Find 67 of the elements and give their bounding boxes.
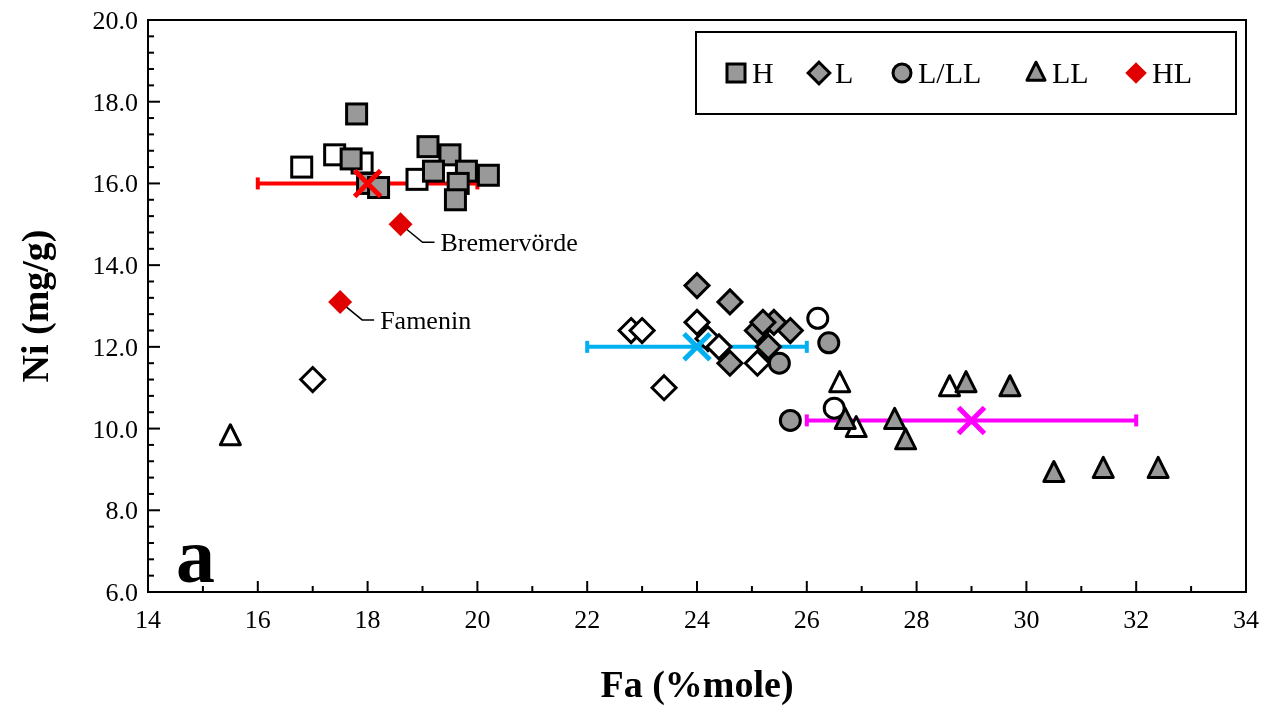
point xyxy=(822,396,846,420)
x-tick-label: 20 xyxy=(464,605,491,634)
y-tick-label: 6.0 xyxy=(105,578,138,607)
point xyxy=(716,288,744,316)
point xyxy=(339,147,363,171)
point xyxy=(754,333,782,361)
x-tick-label: 30 xyxy=(1013,605,1040,634)
y-tick-label: 20.0 xyxy=(92,6,138,35)
point xyxy=(705,333,733,361)
y-axis-title: Ni (mg/g) xyxy=(14,229,57,383)
legend-label: H xyxy=(752,56,774,89)
point xyxy=(443,188,467,212)
point xyxy=(743,349,771,377)
point xyxy=(938,374,962,398)
x-axis-title: Fa (%mole) xyxy=(600,663,794,706)
annotation: a xyxy=(176,512,215,599)
legend-label: L/LL xyxy=(918,56,982,89)
point xyxy=(956,404,987,436)
x-tick-label: 24 xyxy=(684,605,710,634)
x-tick-label: 32 xyxy=(1123,605,1150,634)
point xyxy=(767,351,791,375)
point xyxy=(421,159,445,183)
x-tick-label: 16 xyxy=(244,605,271,634)
y-tick-label: 16.0 xyxy=(92,169,138,199)
point xyxy=(954,370,978,394)
annotation: Famenin xyxy=(380,305,472,335)
point xyxy=(749,308,777,336)
x-tick-label: 34 xyxy=(1233,605,1259,634)
point xyxy=(1042,460,1066,484)
annotation: Bremervörde xyxy=(440,228,578,258)
point xyxy=(883,406,907,430)
legend-label: LL xyxy=(1052,56,1089,89)
x-tick-label: 28 xyxy=(903,605,930,634)
y-tick-label: 14.0 xyxy=(92,251,138,281)
point xyxy=(817,331,841,355)
point xyxy=(1146,455,1170,479)
point xyxy=(416,135,440,159)
x-tick-label: 22 xyxy=(574,605,601,634)
point xyxy=(388,212,413,237)
point xyxy=(828,370,852,394)
point xyxy=(894,427,918,451)
x-tick-label: 18 xyxy=(354,605,381,634)
point xyxy=(1091,455,1115,479)
point xyxy=(650,374,678,402)
point xyxy=(683,308,711,336)
point xyxy=(218,423,242,447)
point xyxy=(833,406,857,430)
x-tick-label: 26 xyxy=(793,605,820,634)
point xyxy=(299,366,327,394)
point xyxy=(628,317,656,345)
x-tick-label: 14 xyxy=(135,605,161,634)
point xyxy=(776,317,804,345)
y-tick-label: 12.0 xyxy=(92,332,138,362)
point xyxy=(716,349,744,377)
point xyxy=(290,155,314,179)
point xyxy=(328,289,353,314)
point xyxy=(806,306,830,330)
legend-label: L xyxy=(835,56,854,89)
y-tick-label: 18.0 xyxy=(92,87,138,117)
point xyxy=(681,331,713,363)
point xyxy=(683,272,711,300)
point xyxy=(345,102,369,126)
y-tick-label: 10.0 xyxy=(92,414,138,444)
point xyxy=(998,374,1022,398)
point xyxy=(778,408,802,432)
y-tick-label: 8.0 xyxy=(105,496,138,526)
legend-label: HL xyxy=(1152,56,1192,89)
